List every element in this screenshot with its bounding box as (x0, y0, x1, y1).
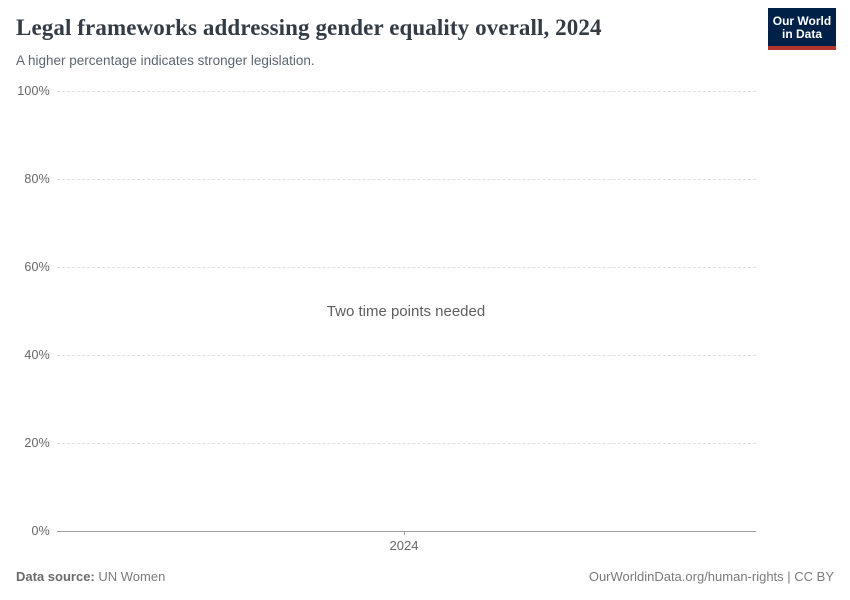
empty-state-message: Two time points needed (326, 303, 486, 320)
y-axis-row-0: 0% (0, 523, 756, 539)
owid-logo-line1: Our World (772, 14, 832, 28)
y-axis-tick-label: 20% (24, 436, 50, 450)
y-axis-tick-label: 80% (24, 172, 50, 186)
gridline (57, 442, 756, 444)
gridline (57, 90, 756, 92)
y-axis-row-100: 100% (0, 83, 756, 99)
y-axis-row-40: 40% (0, 347, 756, 363)
x-axis-tick-label: 2024 (389, 538, 419, 553)
y-axis-row-60: 60% (0, 259, 756, 275)
y-axis-tick-label: 40% (24, 348, 50, 362)
footer-data-source: Data source: UN Women (16, 569, 165, 584)
chart-subtitle: A higher percentage indicates stronger l… (16, 53, 315, 68)
gridline (57, 178, 756, 180)
footer-attribution-link[interactable]: OurWorldinData.org/human-rights | CC BY (588, 569, 834, 584)
y-axis-tick-label: 60% (24, 260, 50, 274)
gridline (57, 266, 756, 268)
footer-data-source-label: Data source: (16, 569, 95, 584)
chart-title: Legal frameworks addressing gender equal… (16, 15, 602, 40)
y-axis-tick-label: 100% (17, 84, 50, 98)
x-axis-tick (404, 531, 405, 535)
y-axis-tick-label: 0% (31, 524, 50, 538)
y-axis-row-80: 80% (0, 171, 756, 187)
gridline (57, 354, 756, 356)
x-axis-line (57, 530, 756, 532)
owid-logo[interactable]: Our World in Data (768, 8, 836, 50)
y-axis-row-20: 20% (0, 435, 756, 451)
owid-logo-line2: in Data (781, 27, 822, 41)
footer-data-source-value: UN Women (94, 569, 166, 584)
